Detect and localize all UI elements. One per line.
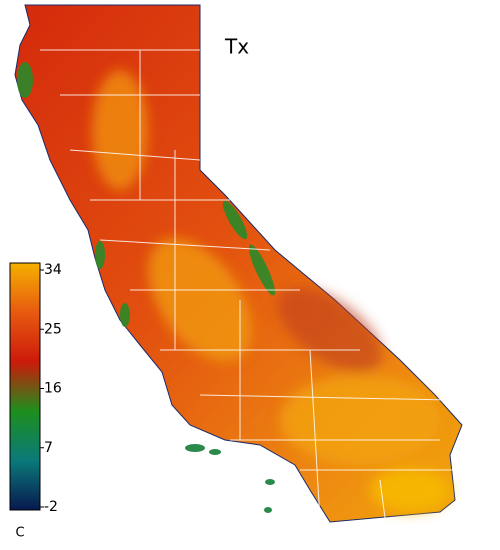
colorbar-unit: C <box>15 526 24 541</box>
map-title: Tx <box>224 35 249 59</box>
colorbar-tick-label: 25 <box>44 321 62 337</box>
colorbar <box>9 262 41 511</box>
california <box>14 4 463 523</box>
colorbar-tick-label: 7 <box>44 440 53 456</box>
colorbar-tick-label: 34 <box>44 262 62 278</box>
colorbar-tick-label: -2 <box>44 499 58 515</box>
colorbar-tick-label: 16 <box>44 381 62 397</box>
